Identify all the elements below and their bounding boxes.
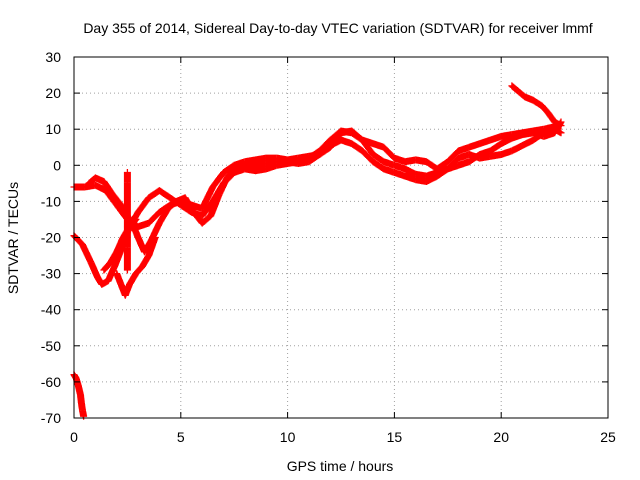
data-point-marker [177, 201, 194, 215]
data-point-marker [100, 260, 113, 274]
data-point-marker [514, 87, 528, 100]
data-point-marker [138, 253, 152, 270]
data-point-marker [126, 271, 139, 288]
data-point-marker [508, 82, 521, 94]
y-tick-label: -60 [41, 374, 61, 390]
data-point-marker [91, 181, 109, 194]
data-point-marker [155, 206, 171, 227]
data-point-marker [164, 198, 180, 213]
x-tick-label: 5 [177, 429, 185, 445]
x-tick-label: 10 [280, 429, 296, 445]
y-tick-label: 10 [45, 121, 61, 137]
data-point-marker [557, 122, 565, 130]
data-point-marker [145, 235, 159, 259]
data-point-marker [181, 194, 197, 215]
y-tick-label: -50 [41, 338, 61, 354]
x-tick-label: 0 [70, 429, 78, 445]
y-tick-label: -40 [41, 302, 61, 318]
data-point-marker [198, 198, 216, 220]
data-point-marker [316, 142, 333, 158]
data-point-marker [123, 266, 131, 274]
chart-title: Day 355 of 2014, Sidereal Day-to-day VTE… [83, 20, 592, 36]
data-point-marker [108, 190, 124, 208]
data-point-marker [444, 148, 462, 166]
data-point-marker [348, 140, 365, 154]
data-point-marker [132, 215, 140, 223]
y-axis-label: SDTVAR / TECUs [5, 182, 21, 294]
data-point-marker [544, 109, 558, 125]
data-point-marker [134, 195, 152, 216]
series-track-d [113, 234, 159, 299]
series-track-h [70, 371, 88, 420]
data-point-marker [220, 162, 237, 176]
data-point-marker [401, 165, 419, 178]
data-point-marker [433, 166, 451, 180]
data-point-marker [305, 151, 323, 166]
data-point-marker [380, 143, 397, 161]
data-point-marker [215, 173, 231, 198]
data-point-marker [209, 170, 227, 191]
y-tick-label: -10 [41, 193, 61, 209]
data-point-marker [519, 137, 536, 149]
data-point-marker [433, 158, 451, 173]
data-point-marker [155, 187, 173, 201]
data-point-marker [465, 151, 483, 166]
data-point-marker [106, 249, 120, 267]
data-point-marker [422, 173, 440, 185]
data-point-marker [305, 148, 323, 162]
y-tick-label: 30 [45, 49, 61, 65]
data-point-marker [104, 264, 118, 285]
data-point-marker [508, 142, 525, 155]
x-tick-label: 15 [387, 429, 403, 445]
data-point-marker [224, 166, 239, 180]
data-point-marker [113, 235, 127, 256]
data-point-marker [100, 178, 116, 197]
data-point-marker [538, 102, 551, 116]
x-tick-label: 20 [493, 429, 509, 445]
data-point-marker [369, 158, 387, 172]
data-point-marker [557, 129, 565, 137]
data-point-marker [145, 209, 163, 227]
series-track-e [100, 215, 140, 274]
series-track-f [123, 169, 131, 274]
y-tick-label: 20 [45, 85, 61, 101]
y-tick-label: -70 [41, 410, 61, 426]
y-axis-ticks: -70 -60 -50 -40 -30 -20 -10 0 10 20 30 [41, 49, 608, 426]
data-point-marker [326, 128, 344, 144]
series-track-g [508, 82, 565, 130]
data-point-marker [497, 135, 515, 148]
data-point-marker [79, 241, 95, 266]
data-point-marker [198, 184, 216, 213]
data-series [70, 82, 565, 420]
y-tick-label: -30 [41, 266, 61, 282]
data-point-marker [326, 137, 344, 149]
data-point-marker [369, 151, 387, 165]
data-point-marker [348, 129, 365, 143]
x-tick-label: 25 [600, 429, 616, 445]
data-point-marker [80, 412, 88, 420]
y-tick-label: -20 [41, 230, 61, 246]
x-axis-ticks: 0 5 10 15 20 25 [70, 57, 616, 445]
x-axis-label: GPS time / hours [287, 458, 394, 474]
data-point-marker [145, 187, 162, 202]
data-point-marker [487, 140, 504, 155]
data-point-marker [358, 147, 376, 165]
data-point-marker [151, 234, 159, 241]
data-point-marker [87, 259, 101, 280]
data-point-marker [198, 213, 214, 227]
data-point-marker [207, 191, 223, 220]
data-point-marker [422, 158, 440, 172]
y-tick-label: 0 [53, 157, 61, 173]
data-point-marker [316, 137, 333, 155]
data-point-marker [132, 263, 146, 278]
